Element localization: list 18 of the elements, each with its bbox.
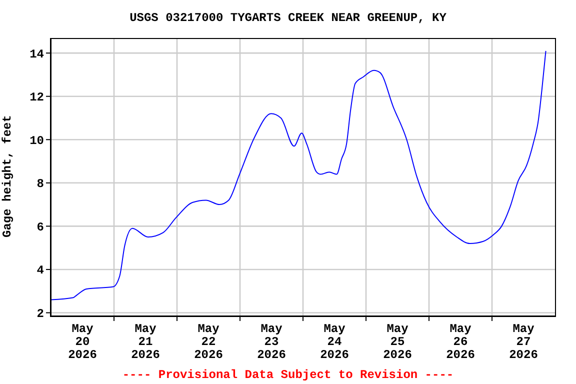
y-tick-label: 2 [36, 307, 44, 322]
y-tick-label: 14 [30, 47, 44, 62]
y-tick-label: 4 [36, 264, 44, 278]
y-tick-label: 8 [36, 177, 44, 192]
x-tick-label: May 22 2026 [194, 322, 223, 362]
x-tick-label: May 24 2026 [320, 322, 349, 362]
x-tick-label: May 23 2026 [257, 322, 286, 362]
y-tick-label: 10 [30, 134, 44, 148]
x-tick-label: May 20 2026 [68, 322, 97, 362]
chart-title: USGS 03217000 TYGARTS CREEK NEAR GREENUP, KY [128, 11, 448, 25]
x-tick-label: May 27 2026 [509, 322, 538, 362]
x-tick-label: May 21 2026 [131, 322, 160, 362]
text: ---- Provisional Data Subject to Revision ---- [121, 368, 455, 382]
y-tick-label: 12 [30, 90, 44, 105]
x-tick-label: May 26 2026 [446, 322, 475, 362]
y-tick-label: 6 [36, 220, 44, 234]
x-tick-label: May 25 2026 [383, 322, 412, 362]
y-axis-title: Gage height, feet [0, 115, 14, 238]
